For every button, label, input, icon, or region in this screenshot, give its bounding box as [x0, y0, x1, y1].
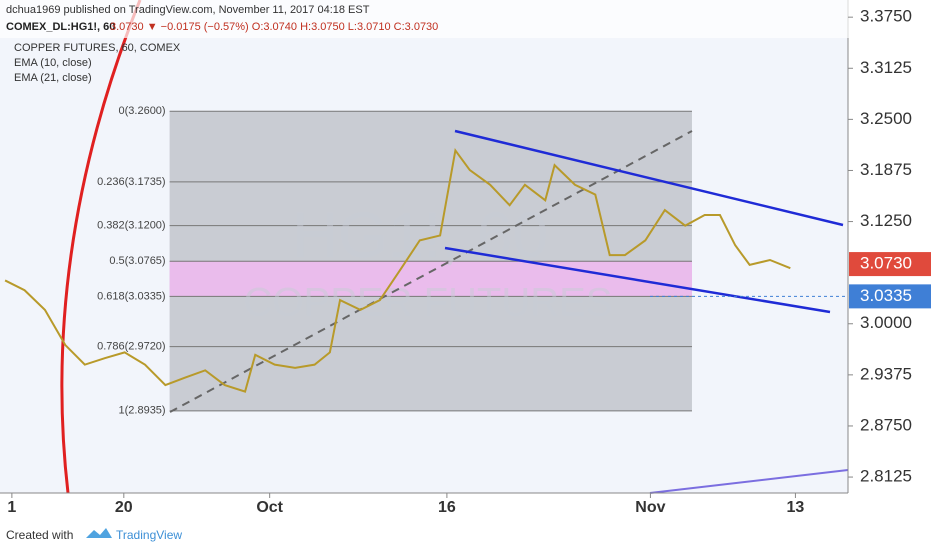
watermark: COPPER FUTURES: [244, 281, 613, 325]
footer: TradingView: [116, 528, 182, 542]
price-line: [4, 147, 791, 393]
fib-label: 1(2.8935): [119, 405, 166, 417]
x-tick-label: Oct: [256, 499, 283, 516]
arc: [60, 0, 142, 494]
watermark: HG1!, 60: [292, 199, 548, 271]
header: dchua1969 published on TradingView.com, …: [6, 4, 370, 16]
indicator: EMA (10, close): [14, 57, 92, 69]
price-label: 3.0730: [860, 254, 912, 273]
header-bg: [0, 0, 932, 38]
x-tick-label: 13: [787, 499, 805, 516]
fib-label: 0.236(3.1735): [97, 176, 166, 188]
y-tick-label: 2.8125: [860, 467, 912, 486]
fib-label: 0.618(3.0335): [97, 290, 166, 302]
x-tick-label: 20: [115, 499, 133, 516]
legend-title: COPPER FUTURES, 60, COMEX: [14, 42, 181, 54]
symbol: COMEX_DL:HG1!, 60: [6, 21, 115, 33]
plot-group: [4, 147, 791, 393]
y-tick-label: 2.8750: [860, 415, 912, 434]
price-label-bg: [849, 252, 931, 277]
quote: 3.0730 ▼ −0.0175 (−0.57%) O:3.0740 H:3.0…: [110, 21, 438, 33]
x-tick-label: 16: [438, 499, 456, 516]
indicator: EMA (21, close): [14, 72, 92, 84]
x-tick-label: Nov: [635, 499, 665, 516]
trend-line: [169, 130, 693, 413]
channel-line: [444, 246, 831, 314]
fib-label: 0.5(3.0765): [109, 255, 165, 267]
y-tick-label: 3.3750: [860, 7, 912, 26]
y-tick-label: 3.1875: [860, 160, 912, 179]
y-tick-label: 3.2500: [860, 109, 912, 128]
y-tick-label: 3.3125: [860, 58, 912, 77]
fib-label: 0.786(2.9720): [97, 341, 166, 353]
y-tick-label: 3.1250: [860, 211, 912, 230]
logo: [86, 528, 112, 538]
price-label-bg: [849, 284, 931, 309]
x-tick-label: 1: [7, 499, 16, 516]
trend-line: [649, 469, 849, 494]
fib-label: 0(3.2600): [119, 105, 166, 117]
fib-band: [169, 261, 692, 297]
y-tick-label: 3.0000: [860, 313, 912, 332]
footer: Created with: [6, 528, 73, 542]
fib-label: 0.382(3.1200): [97, 220, 166, 232]
fib-group: 0(3.2600) 0.236(3.1735) 0.382(3.1200) 0.5(3…: [97, 105, 692, 417]
price-label: 3.0335: [860, 286, 912, 305]
y-tick-label: 2.9375: [860, 364, 912, 383]
channel-line: [454, 129, 844, 227]
